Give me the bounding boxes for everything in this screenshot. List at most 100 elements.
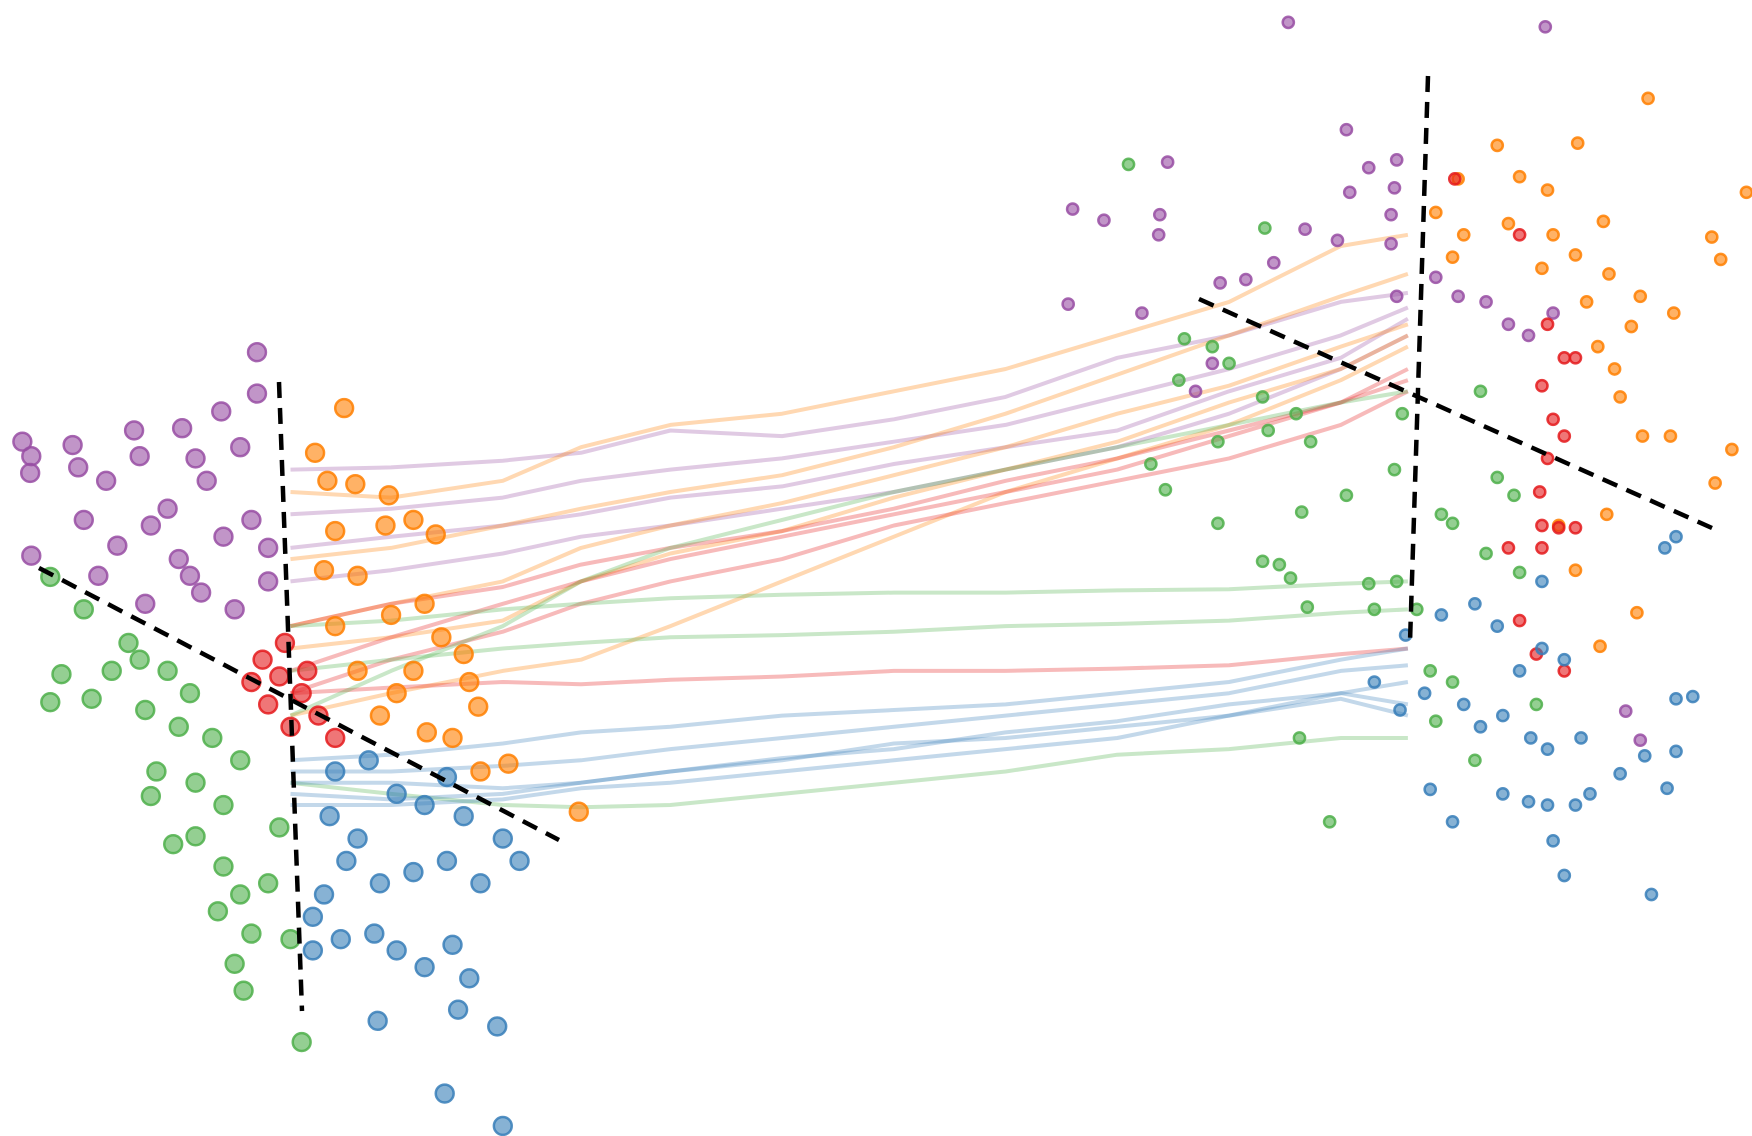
point bbox=[414, 593, 435, 614]
point bbox=[325, 615, 346, 637]
trajectory bbox=[290, 305, 1409, 517]
point bbox=[168, 716, 189, 737]
point bbox=[345, 473, 366, 495]
point bbox=[1613, 390, 1627, 404]
dashed-axis bbox=[1198, 296, 1713, 531]
point bbox=[325, 520, 346, 542]
point bbox=[1171, 373, 1186, 387]
point bbox=[1708, 476, 1722, 490]
point bbox=[1428, 270, 1443, 285]
point bbox=[347, 660, 368, 682]
point bbox=[230, 884, 251, 905]
point bbox=[378, 485, 400, 506]
point bbox=[241, 509, 262, 531]
point bbox=[230, 750, 251, 771]
point bbox=[1387, 462, 1402, 477]
point bbox=[1535, 378, 1549, 393]
point bbox=[1490, 619, 1505, 633]
point bbox=[1144, 457, 1158, 471]
point bbox=[21, 446, 42, 467]
point bbox=[1501, 216, 1516, 231]
point bbox=[252, 649, 273, 670]
point bbox=[1300, 600, 1315, 614]
point bbox=[1423, 782, 1438, 797]
point bbox=[51, 664, 72, 685]
point bbox=[185, 448, 206, 469]
point bbox=[1473, 384, 1488, 399]
dashed-axis bbox=[276, 381, 305, 1012]
point bbox=[1445, 675, 1460, 689]
point bbox=[1330, 233, 1345, 248]
point bbox=[1367, 675, 1382, 689]
point bbox=[1512, 565, 1527, 580]
point bbox=[1456, 227, 1471, 242]
trajectory bbox=[289, 389, 1409, 696]
point bbox=[1342, 185, 1357, 200]
point bbox=[1529, 697, 1544, 712]
point bbox=[1479, 295, 1493, 309]
point bbox=[498, 753, 519, 774]
point bbox=[1557, 350, 1572, 365]
point bbox=[1568, 248, 1583, 262]
point bbox=[21, 545, 42, 566]
point bbox=[1540, 742, 1555, 756]
point bbox=[1322, 814, 1337, 829]
point bbox=[459, 968, 480, 989]
point bbox=[1160, 155, 1175, 169]
point bbox=[369, 873, 391, 894]
point bbox=[1669, 529, 1683, 544]
point bbox=[447, 999, 469, 1020]
point bbox=[1557, 868, 1572, 883]
point bbox=[280, 929, 301, 950]
point bbox=[190, 582, 212, 603]
point bbox=[1521, 328, 1536, 343]
point bbox=[1495, 708, 1510, 723]
point bbox=[1266, 255, 1281, 270]
point bbox=[319, 806, 340, 827]
point bbox=[1211, 516, 1225, 531]
point bbox=[302, 906, 324, 928]
point bbox=[1389, 289, 1404, 304]
point bbox=[257, 694, 279, 715]
point bbox=[1289, 406, 1303, 421]
trajectory bbox=[290, 333, 1409, 651]
trajectory bbox=[290, 290, 1409, 472]
point bbox=[1637, 749, 1652, 763]
point bbox=[1644, 887, 1659, 902]
point bbox=[1568, 563, 1583, 578]
point bbox=[1151, 227, 1166, 242]
point bbox=[414, 794, 435, 816]
point bbox=[129, 649, 150, 670]
point bbox=[380, 604, 402, 626]
point bbox=[1445, 814, 1460, 829]
point bbox=[1423, 664, 1438, 678]
point bbox=[1261, 423, 1276, 438]
point bbox=[1535, 541, 1549, 555]
point bbox=[297, 660, 318, 682]
point bbox=[1669, 691, 1683, 706]
point bbox=[1135, 306, 1149, 320]
point bbox=[1361, 576, 1376, 591]
point bbox=[1633, 733, 1648, 748]
point bbox=[1512, 227, 1527, 242]
point bbox=[1384, 207, 1398, 222]
point bbox=[1546, 412, 1560, 427]
point bbox=[118, 632, 139, 654]
point bbox=[202, 727, 223, 749]
point bbox=[1574, 731, 1588, 745]
point bbox=[291, 683, 312, 704]
point bbox=[224, 953, 245, 974]
point bbox=[1512, 169, 1527, 184]
trajectory bbox=[290, 691, 1409, 802]
point bbox=[62, 434, 83, 456]
point bbox=[1593, 639, 1607, 654]
point bbox=[1281, 15, 1296, 30]
dashed-axis bbox=[37, 566, 561, 842]
point bbox=[1540, 798, 1555, 812]
trajectory bbox=[290, 646, 1409, 763]
point bbox=[414, 956, 435, 978]
point bbox=[1633, 289, 1648, 304]
point bbox=[453, 806, 474, 827]
point bbox=[1428, 714, 1443, 729]
